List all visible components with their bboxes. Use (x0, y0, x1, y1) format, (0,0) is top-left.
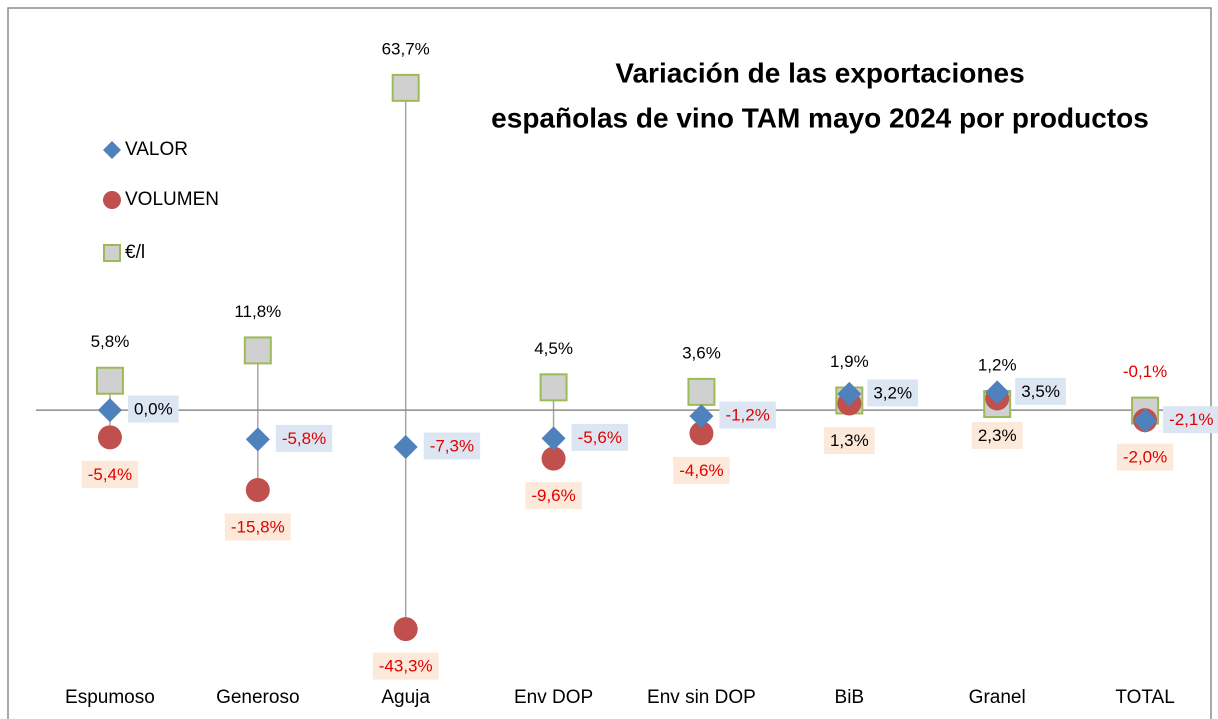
data-label: -7,3% (430, 436, 474, 455)
diamond-marker (837, 381, 862, 406)
data-label-box (423, 432, 481, 460)
data-label: -4,6% (679, 461, 723, 480)
x-tick-label: Granel (969, 687, 1026, 708)
data-label-box (1116, 443, 1174, 471)
diamond-marker (689, 404, 714, 429)
data-label-box (275, 424, 333, 452)
x-tick-label: Env DOP (514, 687, 593, 708)
data-label-box (1163, 406, 1218, 434)
circle-marker (97, 425, 122, 450)
chart-border (7, 7, 1212, 719)
data-label-box (525, 482, 582, 510)
data-label: 3,2% (873, 383, 912, 402)
diamond-marker (1133, 408, 1158, 433)
data-label: -5,6% (578, 428, 622, 447)
x-tick-label: Env sin DOP (647, 687, 756, 708)
data-label-box (971, 421, 1023, 449)
data-label-box (127, 395, 179, 423)
data-label: 5,8% (91, 332, 130, 351)
data-label: -5,8% (282, 429, 326, 448)
data-label-box (1015, 377, 1066, 405)
diamond-marker (245, 427, 270, 452)
data-label-box (372, 652, 439, 680)
square-marker (687, 377, 716, 406)
square-marker (539, 373, 568, 402)
square-marker (391, 73, 420, 102)
data-label: 3,6% (682, 343, 721, 362)
data-label: 3,5% (1021, 382, 1060, 401)
data-label: 63,7% (382, 39, 430, 58)
data-label-box (81, 460, 139, 488)
data-label: 2,3% (978, 426, 1017, 445)
x-tick-label: Espumoso (65, 687, 155, 708)
data-label: -1,2% (725, 406, 769, 425)
legend-label: VOLUMEN (125, 189, 219, 210)
data-label: -0,1% (1123, 362, 1167, 381)
chart-title: Variación de las exportaciones (615, 57, 1024, 88)
legend-marker (103, 191, 121, 209)
circle-marker (541, 446, 566, 471)
data-label: 1,2% (978, 355, 1017, 374)
circle-marker (245, 478, 270, 503)
data-label-box (867, 379, 919, 407)
legend-label: VALOR (125, 139, 188, 160)
data-label: -2,0% (1123, 448, 1167, 467)
diamond-marker (541, 426, 566, 451)
legend-marker (103, 244, 121, 262)
circle-marker (689, 421, 714, 446)
data-label-box (719, 401, 776, 429)
data-label: 1,9% (830, 352, 869, 371)
data-label: 11,8% (234, 302, 281, 321)
data-label: -5,4% (88, 465, 132, 484)
data-label: -2,1% (1169, 410, 1213, 429)
data-label: -9,6% (531, 486, 575, 505)
chart-title: españolas de vino TAM mayo 2024 por prod… (491, 102, 1149, 133)
circle-marker (393, 617, 418, 642)
x-tick-label: BiB (835, 687, 865, 708)
legend-marker (103, 141, 121, 159)
x-tick-label: Generoso (216, 687, 299, 708)
x-tick-label: Aguja (381, 687, 430, 708)
data-label-box (673, 456, 730, 484)
x-tick-label: TOTAL (1115, 687, 1174, 708)
data-label: -15,8% (231, 517, 285, 536)
diamond-marker (985, 380, 1010, 405)
data-label-box (823, 426, 875, 454)
data-label: -43,3% (379, 657, 433, 676)
data-label: 1,3% (830, 431, 869, 450)
square-marker (95, 366, 124, 395)
data-label: 0,0% (134, 400, 173, 419)
data-label: 4,5% (534, 339, 573, 358)
data-label-box (224, 513, 291, 541)
legend-label: €/l (125, 242, 145, 263)
diamond-marker (393, 435, 418, 460)
diamond-marker (97, 398, 122, 423)
square-marker (243, 336, 272, 365)
data-label-box (571, 423, 628, 451)
